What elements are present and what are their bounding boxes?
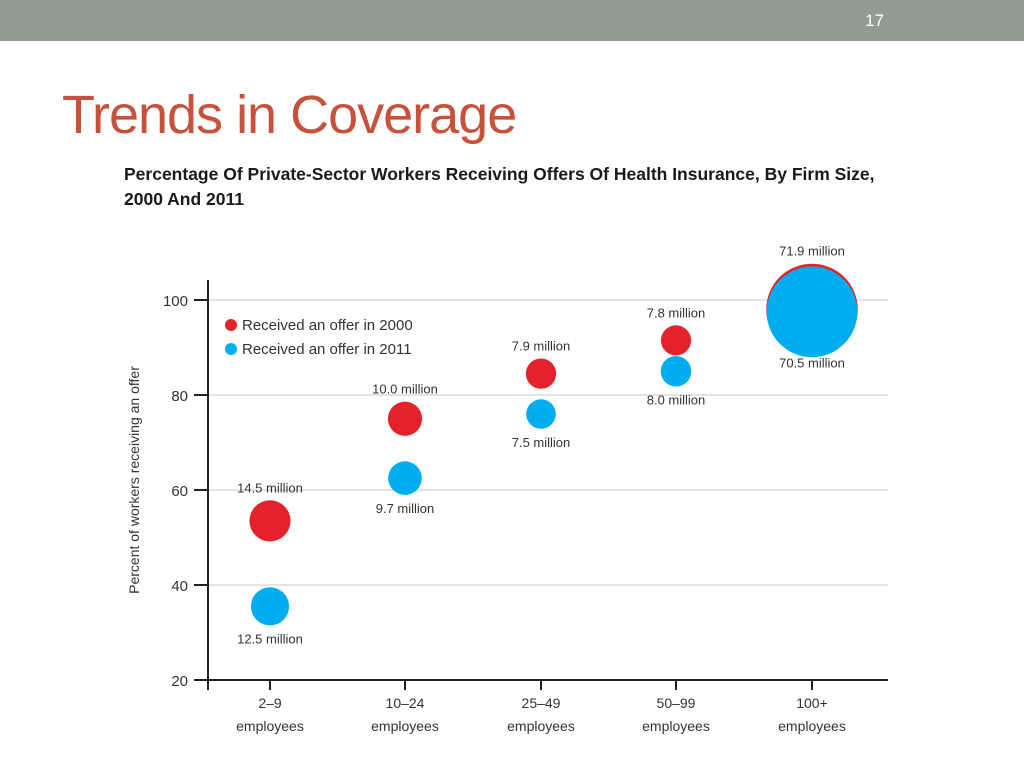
x-tick-label: employees <box>778 718 846 734</box>
data-label-2011: 7.5 million <box>512 435 571 450</box>
bubble-2011 <box>526 399 556 429</box>
bubble-2000 <box>387 401 423 436</box>
data-label-2011: 70.5 million <box>779 355 845 370</box>
y-axis-label: Percent of workers receiving an offer <box>126 366 142 594</box>
legend-label: Received an offer in 2000 <box>242 317 413 334</box>
y-tick-label: 20 <box>171 673 188 690</box>
bubble-2011 <box>388 461 422 495</box>
slide-number: 17 <box>865 11 884 30</box>
y-tick-label: 100 <box>163 293 188 310</box>
slide-title: Trends in Coverage <box>62 85 517 145</box>
y-tick-label: 60 <box>171 483 188 500</box>
x-tick-label: 2–9 <box>258 695 282 711</box>
data-label-2011: 8.0 million <box>647 393 706 408</box>
legend-marker <box>225 319 237 331</box>
y-tick-label: 80 <box>171 388 188 405</box>
x-tick-label: employees <box>236 718 304 734</box>
legend-label: Received an offer in 2011 <box>242 341 412 358</box>
legend-marker <box>225 343 237 355</box>
x-tick-label: 25–49 <box>522 695 561 711</box>
bubble-2000 <box>660 325 692 356</box>
bubble-2011 <box>250 587 290 626</box>
bubble-2011 <box>660 355 692 387</box>
bubble-2000 <box>525 358 557 389</box>
data-label-2000: 7.9 million <box>512 338 571 353</box>
x-tick-label: 100+ <box>796 695 828 711</box>
x-tick-label: 10–24 <box>386 695 425 711</box>
data-label-2011: 9.7 million <box>376 501 435 516</box>
top-bar: 17 <box>0 0 1024 41</box>
x-tick-label: employees <box>642 718 710 734</box>
data-label-2000: 10.0 million <box>372 382 438 397</box>
x-tick-label: employees <box>507 718 575 734</box>
x-tick-label: 50–99 <box>657 695 696 711</box>
data-label-2000: 7.8 million <box>647 305 706 320</box>
data-label-2000: 71.9 million <box>779 244 845 259</box>
bubble-2000 <box>249 500 291 542</box>
bubble-2011 <box>766 266 858 358</box>
data-label-2000: 14.5 million <box>237 480 303 495</box>
y-tick-label: 40 <box>171 578 188 595</box>
x-tick-label: employees <box>371 718 439 734</box>
data-label-2011: 12.5 million <box>237 631 303 646</box>
chart-title: Percentage Of Private-Sector Workers Rec… <box>124 164 875 209</box>
